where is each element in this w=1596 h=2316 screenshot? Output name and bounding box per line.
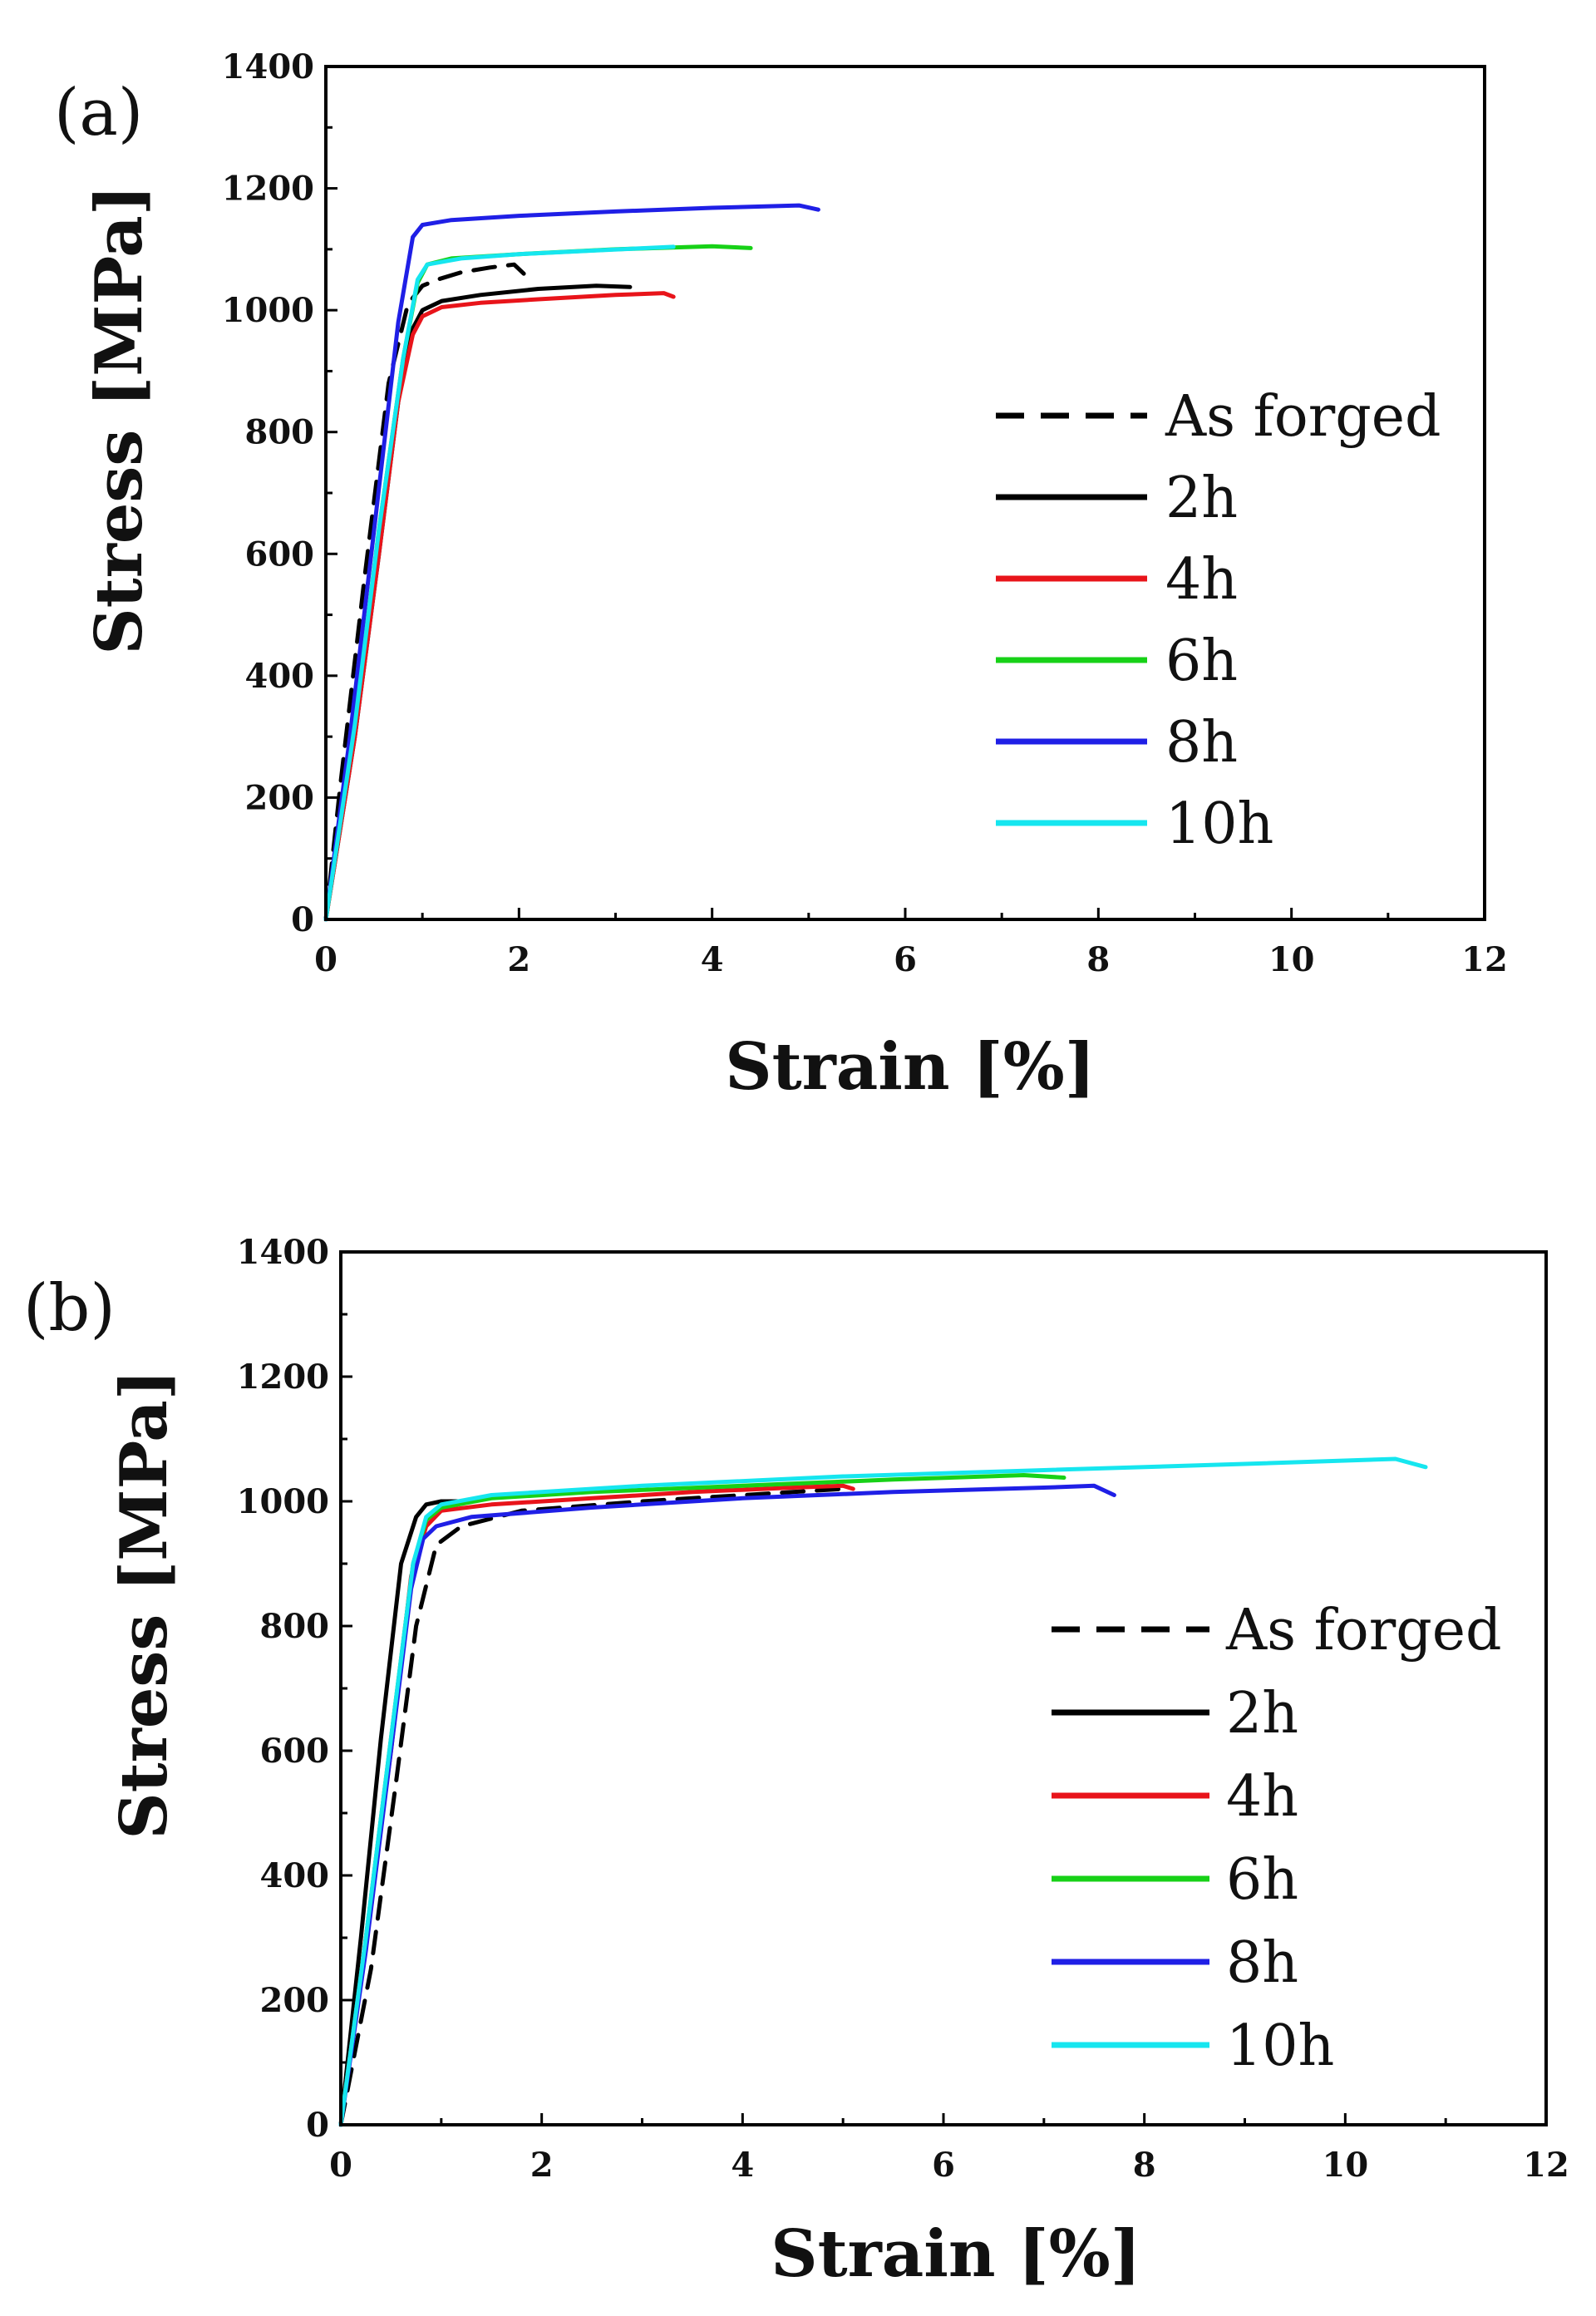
panel-b-ytick-label: 0 bbox=[306, 2106, 329, 2145]
panel-b-ytick-label: 600 bbox=[260, 1732, 330, 1771]
panel-a-ticks: 0 2 4 6 8 10 12 0 200 400 600 800 1000 1200 1400 bbox=[222, 47, 1508, 979]
panel-a-xtick-label: 12 bbox=[1461, 940, 1508, 979]
panel-a-xtick-label: 0 bbox=[314, 940, 337, 979]
panel-b-legend-label: 2h bbox=[1226, 1681, 1298, 1747]
panel-a-series-10h bbox=[323, 244, 676, 922]
panel-b-legend-label: 6h bbox=[1226, 1847, 1298, 1913]
panel-a-xlabel: Strain [%] bbox=[725, 1029, 1095, 1105]
panel-a-curves bbox=[323, 203, 820, 922]
panel-b-series-10h bbox=[338, 1456, 1428, 2127]
panel-b-legend: As forged 2h 4h 6h 8h 10h bbox=[1052, 1598, 1502, 2079]
panel-b-ylabel: Stress [MPa] bbox=[106, 1369, 182, 1839]
panel-a-xtick-label: 6 bbox=[894, 940, 917, 979]
panel-a-ylabel: Stress [MPa] bbox=[81, 185, 157, 654]
panel-a-xtick-label: 8 bbox=[1086, 940, 1110, 979]
panel-b-ytick-label: 200 bbox=[260, 1981, 330, 2020]
panel-b-ytick-label: 1200 bbox=[237, 1358, 329, 1397]
panel-a-ytick-label: 400 bbox=[245, 657, 315, 696]
panel-b-ytick-label: 800 bbox=[260, 1607, 330, 1646]
panel-a-series-8h bbox=[323, 203, 820, 922]
panel-b-ticks: 0 2 4 6 8 10 12 0 200 400 600 800 1000 1200 1400 bbox=[237, 1233, 1569, 2185]
panel-a-axes-frame bbox=[324, 65, 1486, 921]
panel-b: (b) 0 2 4 6 8 10 12 0 200 400 600 800 1000 1200 1400 S… bbox=[23, 1233, 1569, 2292]
panel-b-ytick-label: 1000 bbox=[237, 1482, 329, 1521]
panel-b-xtick-label: 6 bbox=[932, 2146, 955, 2185]
panel-a-ytick-label: 800 bbox=[245, 413, 315, 452]
panel-b-curves bbox=[338, 1456, 1428, 2127]
panel-b-series-6h bbox=[338, 1473, 1066, 2127]
panel-b-xtick-label: 12 bbox=[1523, 2146, 1569, 2185]
panel-b-xtick-label: 10 bbox=[1322, 2146, 1368, 2185]
panel-a-xtick-label: 10 bbox=[1268, 940, 1315, 979]
panel-a-xtick-label: 4 bbox=[701, 940, 724, 979]
panel-a-legend-label: 6h bbox=[1165, 628, 1238, 694]
panel-b-series-2h bbox=[338, 1499, 464, 2127]
panel-b-ytick-label: 1400 bbox=[237, 1233, 329, 1272]
panel-b-axes-frame bbox=[339, 1250, 1548, 2126]
panel-a-ytick-label: 1400 bbox=[222, 47, 314, 86]
panel-a-legend-label: As forged bbox=[1165, 384, 1441, 450]
panel-a-ytick-label: 200 bbox=[245, 778, 315, 817]
panel-a-ytick-label: 0 bbox=[291, 900, 314, 939]
panel-b-xtick-label: 0 bbox=[329, 2146, 352, 2185]
panel-b-legend-label: 4h bbox=[1226, 1764, 1298, 1830]
panel-a-label: (a) bbox=[54, 76, 143, 150]
panel-b-series-as-forged bbox=[338, 1486, 845, 2127]
panel-a-legend-label: 2h bbox=[1165, 466, 1238, 531]
panel-a-legend-label: 10h bbox=[1165, 791, 1273, 857]
panel-b-xtick-label: 4 bbox=[731, 2146, 754, 2185]
panel-b-xtick-label: 8 bbox=[1133, 2146, 1156, 2185]
panel-b-xtick-label: 2 bbox=[530, 2146, 554, 2185]
panel-b-legend-label: 8h bbox=[1226, 1930, 1298, 1996]
panel-b-ytick-label: 400 bbox=[260, 1856, 330, 1895]
panel-a: (a) 0 2 4 6 8 10 12 0 200 400 600 800 1000 1200 1400 S… bbox=[54, 47, 1508, 1105]
panel-a-series-as-forged bbox=[323, 262, 526, 922]
panel-b-series-8h bbox=[338, 1483, 1116, 2127]
panel-a-ytick-label: 600 bbox=[245, 535, 315, 574]
panel-b-series-4h bbox=[338, 1483, 855, 2127]
panel-a-legend: As forged 2h 4h 6h 8h 10h bbox=[996, 384, 1441, 857]
panel-a-legend-label: 4h bbox=[1165, 547, 1238, 613]
panel-a-xtick-label: 2 bbox=[507, 940, 530, 979]
panel-b-legend-label: As forged bbox=[1225, 1598, 1502, 1663]
panel-b-legend-label: 10h bbox=[1226, 2013, 1334, 2079]
panel-a-ytick-label: 1200 bbox=[222, 170, 314, 209]
panel-a-legend-label: 8h bbox=[1165, 710, 1238, 776]
panel-a-ytick-label: 1000 bbox=[222, 291, 314, 330]
panel-a-series-4h bbox=[323, 291, 676, 922]
panel-a-series-6h bbox=[323, 244, 753, 922]
panel-b-xlabel: Strain [%] bbox=[771, 2216, 1140, 2292]
panel-b-label: (b) bbox=[23, 1271, 116, 1346]
